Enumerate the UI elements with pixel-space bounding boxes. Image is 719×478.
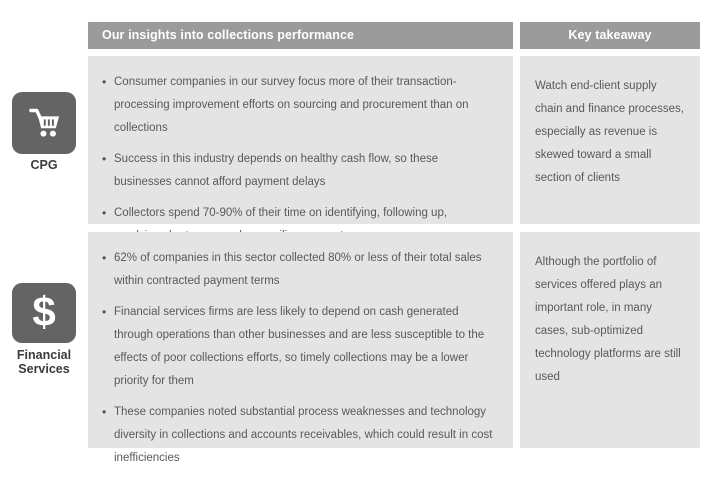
list-item: • Consumer companies in our survey focus… [102, 71, 495, 140]
financial-services-takeaway-cell: Although the portfolio of services offer… [520, 232, 700, 448]
column-header-takeaway: Key takeaway [520, 22, 700, 49]
bullet-icon: • [102, 206, 107, 220]
cpg-takeaway-cell: Watch end-client supply chain and financ… [520, 56, 700, 224]
insight-text: Financial services firms are less likely… [114, 306, 485, 387]
bullet-icon: • [102, 75, 107, 89]
insight-text: 62% of companies in this sector collecte… [114, 252, 482, 287]
cpg-category-tile [12, 92, 76, 154]
list-item: • These companies noted substantial proc… [102, 401, 495, 470]
list-item: • 62% of companies in this sector collec… [102, 247, 495, 293]
cpg-insights-cell: • Consumer companies in our survey focus… [88, 56, 513, 242]
column-header-insights: Our insights into collections performanc… [88, 22, 513, 49]
bullet-icon: • [102, 305, 107, 319]
insight-text: Success in this industry depends on heal… [114, 153, 439, 188]
dollar-sign-icon: $ [32, 288, 56, 335]
cpg-category-label: CPG [30, 158, 58, 172]
shopping-cart-icon [23, 100, 65, 147]
bullet-icon: • [102, 152, 107, 166]
financial-services-insights-cell: • 62% of companies in this sector collec… [88, 232, 513, 464]
financial-services-category-label: Financial Services [16, 348, 72, 376]
list-item: • Success in this industry depends on he… [102, 148, 495, 194]
bullet-icon: • [102, 251, 107, 265]
bullet-icon: • [102, 405, 107, 419]
financial-services-insights-list: • 62% of companies in this sector collec… [102, 247, 495, 470]
cpg-insights-list: • Consumer companies in our survey focus… [102, 71, 495, 248]
list-item: • Financial services firms are less like… [102, 301, 495, 393]
insight-text: These companies noted substantial proces… [114, 406, 493, 464]
insight-text: Consumer companies in our survey focus m… [114, 76, 469, 134]
financial-services-category-tile: $ [12, 283, 76, 343]
